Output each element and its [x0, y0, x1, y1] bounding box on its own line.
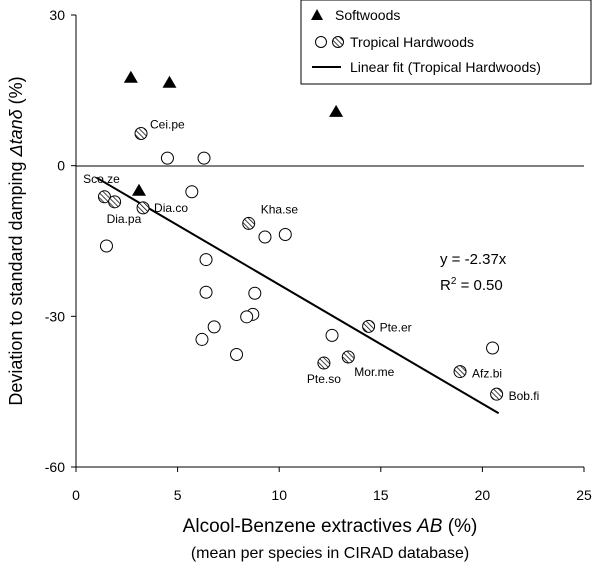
hardwood-point	[99, 239, 113, 253]
y-tick-label: -60	[45, 459, 65, 475]
hardwood-point-labeled	[136, 201, 150, 215]
softwood-point	[162, 75, 177, 88]
hardwood-point	[325, 328, 339, 342]
r2-base: R	[440, 277, 451, 294]
hardwood-point-labeled	[134, 127, 148, 141]
hardwood-point	[258, 230, 272, 244]
legend-softwoods: Softwoods	[335, 7, 400, 23]
y-tick-label: 0	[57, 158, 65, 174]
plot-frame	[75, 15, 584, 468]
y-tick-label: -30	[45, 308, 65, 324]
hardwood-point	[195, 332, 209, 346]
point-label: Mor.me	[354, 365, 394, 379]
softwood-point	[329, 104, 344, 117]
legend: Softwoods Tropical Hardwoods Linear fit …	[300, 0, 592, 85]
hardwood-point	[199, 253, 213, 267]
hardwood-point-labeled	[341, 350, 355, 364]
softwood-point	[123, 70, 138, 83]
hardwood-point	[199, 285, 213, 299]
legend-tropical-hardwoods: Tropical Hardwoods	[350, 34, 474, 50]
y-axis-label-main: Deviation to standard damping	[6, 156, 26, 405]
hardwood-point-labeled	[97, 190, 111, 204]
point-label: Sco.ze	[83, 172, 120, 186]
x-axis-label-main: Alcool-Benzene extractives	[183, 516, 417, 537]
point-label: Dia.co	[154, 201, 188, 215]
hardwood-point-labeled	[317, 356, 331, 370]
legend-hatched-marker	[332, 36, 344, 48]
hardwood-point-labeled	[108, 195, 122, 209]
r2-rest: = 0.50	[456, 277, 502, 294]
hardwood-point-labeled	[453, 365, 467, 379]
y-axis-label-italic: Δtanδ	[6, 108, 26, 157]
legend-softwood-marker	[311, 9, 323, 20]
legend-circle-marker	[315, 36, 327, 48]
hardwood-point	[278, 227, 292, 241]
softwood-point	[131, 183, 146, 196]
hardwood-point-labeled	[362, 319, 376, 333]
hardwood-point-labeled	[490, 387, 504, 401]
hardwood-point	[486, 341, 500, 355]
fit-line-group	[95, 176, 500, 415]
r2-sup: 2	[451, 276, 457, 287]
x-tick-label: 5	[174, 487, 182, 503]
point-label: Kha.se	[261, 202, 299, 216]
point-label: Pte.so	[307, 372, 341, 386]
fit-r2: R2 = 0.50	[440, 276, 503, 294]
x-tick-label: 10	[271, 487, 287, 503]
points-group	[97, 70, 504, 401]
x-tick-label: 20	[475, 487, 491, 503]
hardwood-point-labeled	[242, 216, 256, 230]
point-label: Pte.er	[380, 320, 412, 334]
x-tick-label: 25	[576, 487, 592, 503]
x-axis-label-unit: (%)	[442, 516, 477, 537]
hardwood-point	[185, 185, 199, 199]
y-axis-label-unit: (%)	[6, 76, 26, 109]
hardwood-point	[240, 310, 254, 324]
fit-equation: y = -2.37x	[440, 251, 507, 268]
x-tick-label: 0	[72, 487, 80, 503]
legend-box	[300, 0, 592, 85]
x-axis-label-italic: AB	[416, 516, 443, 537]
x-axis-label: Alcool-Benzene extractives AB (%)	[183, 516, 478, 537]
x-tick-label: 15	[373, 487, 389, 503]
hardwood-point	[197, 151, 211, 165]
legend-linear-fit: Linear fit (Tropical Hardwoods)	[350, 59, 541, 75]
point-label: Dia.pa	[107, 212, 142, 226]
y-axis-label: Deviation to standard damping Δtanδ (%)	[6, 76, 26, 405]
hardwood-point	[230, 348, 244, 362]
fit-line	[95, 176, 500, 415]
point-label: Afz.bi	[472, 367, 502, 381]
hardwood-point	[248, 286, 262, 300]
point-label: Cei.pe	[150, 118, 185, 132]
axis-ticks: 0 5 10 15 20 25 30 0 -30 -60	[45, 7, 592, 503]
point-labels: Cei.pe Sco.ze Dia.pa Dia.co Kha.se Pte.er Pte.…	[83, 118, 539, 404]
x-axis-sublabel: (mean per species in CIRAD database)	[191, 545, 469, 562]
y-tick-label: 30	[49, 7, 65, 23]
point-label: Bob.fi	[509, 389, 540, 403]
hardwood-point	[207, 320, 221, 334]
hardwood-point	[160, 151, 174, 165]
